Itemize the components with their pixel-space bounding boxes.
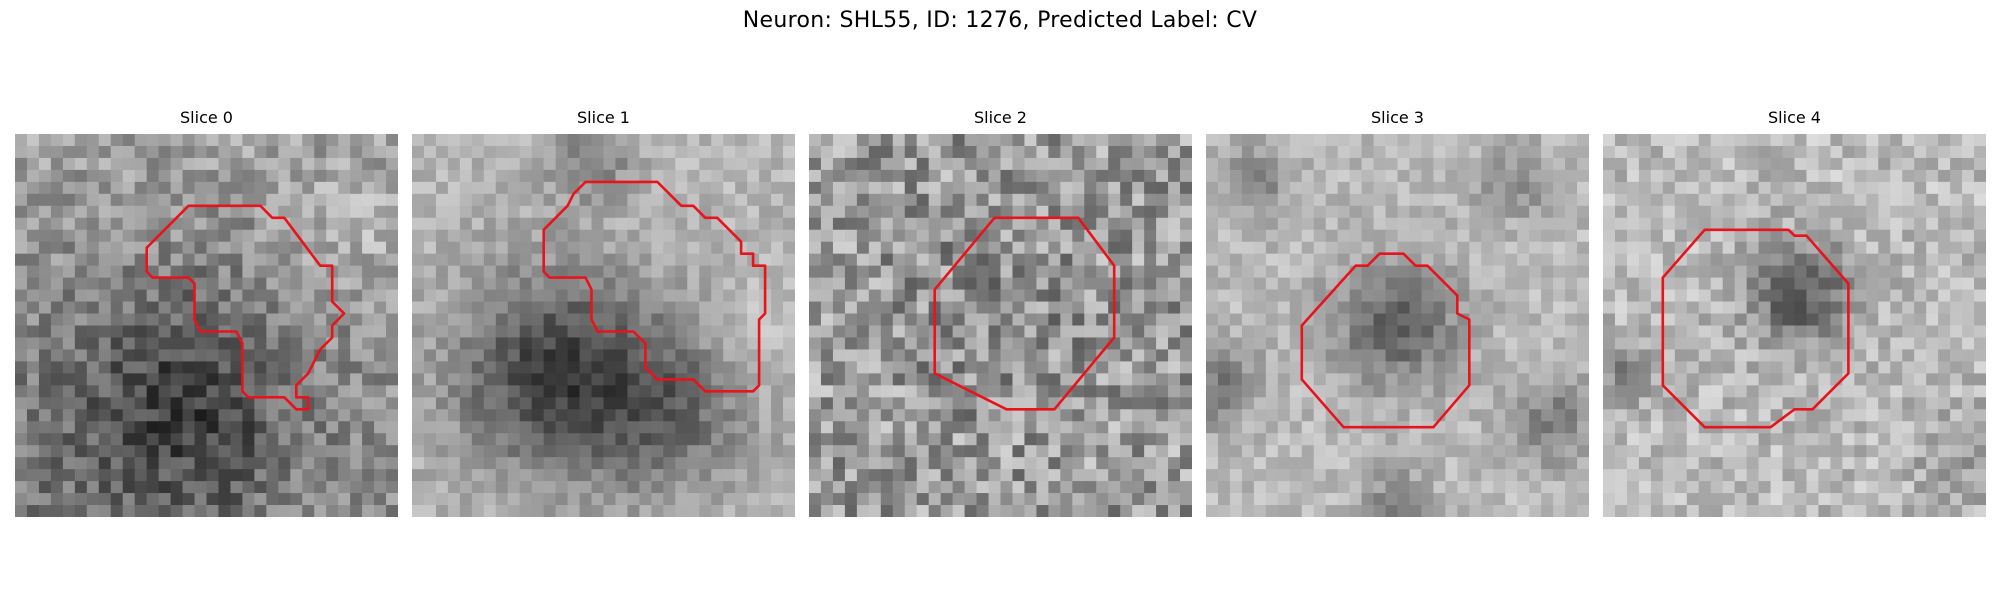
- roi-contour-2: [933, 216, 1116, 411]
- roi-contour-0: [145, 204, 346, 411]
- slice-title-2: Slice 2: [974, 108, 1027, 127]
- slice-image-3: [1206, 134, 1589, 517]
- slice-title-1: Slice 1: [577, 108, 630, 127]
- slice-panel-3: Slice 3: [1206, 108, 1589, 517]
- slice-image-4: [1603, 134, 1986, 517]
- slice-title-3: Slice 3: [1371, 108, 1424, 127]
- roi-contour-1: [542, 180, 767, 393]
- slice-image-2: [809, 134, 1192, 517]
- slice-title-4: Slice 4: [1768, 108, 1821, 127]
- slice-panel-4: Slice 4: [1603, 108, 1986, 517]
- slice-title-0: Slice 0: [180, 108, 233, 127]
- slice-panel-0: Slice 0: [15, 108, 398, 517]
- figure-title: Neuron: SHL55, ID: 1276, Predicted Label…: [742, 8, 1258, 33]
- roi-contour-4: [1661, 228, 1850, 429]
- slice-image-0: [15, 134, 398, 517]
- slice-image-1: [412, 134, 795, 517]
- roi-contour-3: [1300, 252, 1471, 429]
- slice-panel-1: Slice 1: [412, 108, 795, 517]
- slice-panel-2: Slice 2: [809, 108, 1192, 517]
